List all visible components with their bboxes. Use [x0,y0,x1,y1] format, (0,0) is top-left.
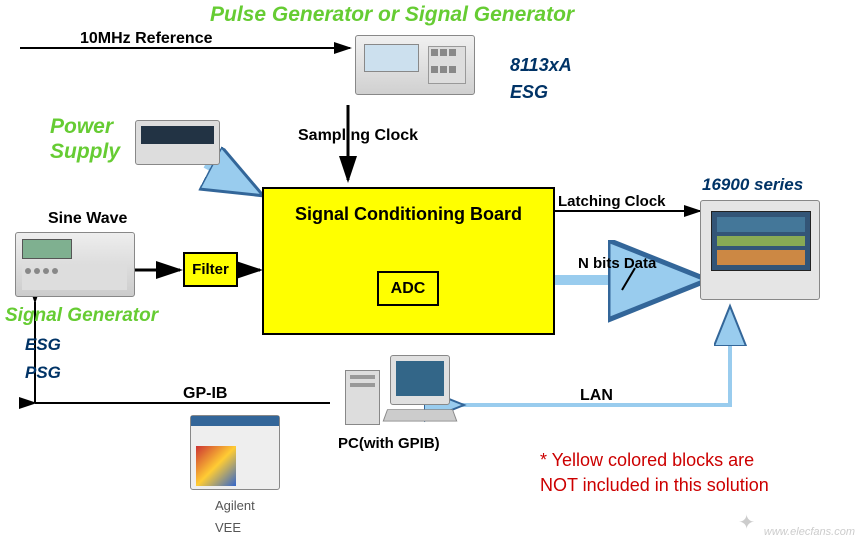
watermark-text: www.elecfans.com [764,526,855,538]
label-sg-esg: ESG [25,335,61,355]
label-10mhz-reference: 10MHz Reference [80,30,213,48]
label-supply: Supply [50,140,120,164]
label-pc-gpib: PC(with GPIB) [338,435,440,452]
label-8113xa: 8113xA [510,55,572,76]
label-agilent: Agilent [215,498,255,513]
label-sg-psg: PSG [25,363,61,383]
label-nbits-data: N bits Data [578,255,656,272]
label-sampling-clock: Sampling Clock [298,127,418,145]
power-supply-device [135,120,220,165]
signal-generator-device [15,232,135,297]
label-adc: ADC [391,280,426,298]
label-scb: Signal Conditioning Board [264,204,553,225]
label-signal-generator: Signal Generator [5,305,158,327]
watermark-icon: ✦ [738,510,755,535]
label-latching-clock: Latching Clock [558,193,666,210]
scb-block: Signal Conditioning Board ADC [262,187,555,335]
footnote-line2: NOT included in this solution [540,475,769,496]
label-sine-wave: Sine Wave [48,210,127,228]
filter-block: Filter [183,252,238,287]
label-vee: VEE [215,520,241,535]
software-thumbnail [190,415,280,490]
label-power: Power [50,115,113,139]
label-lan: LAN [580,387,613,405]
pulse-generator-device [355,35,475,95]
label-esg-top: ESG [510,82,548,103]
footnote-line1: * Yellow colored blocks are [540,450,754,471]
label-gpib: GP-IB [183,385,227,403]
logic-analyzer-device [700,200,820,300]
label-16900-series: 16900 series [702,175,803,195]
label-filter: Filter [192,261,229,278]
title-pulse-generator: Pulse Generator or Signal Generator [210,3,574,27]
adc-block: ADC [377,271,439,306]
